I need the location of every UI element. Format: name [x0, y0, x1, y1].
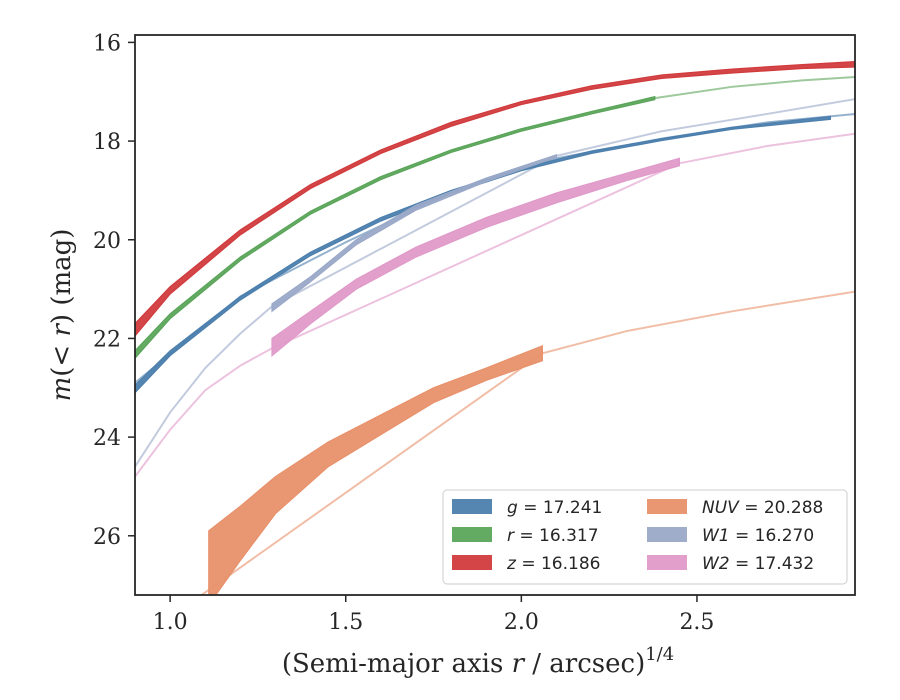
series-z-band	[135, 61, 855, 337]
series-nuv-band	[208, 344, 544, 595]
x-tick-label: 2.5	[679, 610, 714, 635]
y-tick-label: 26	[93, 525, 121, 550]
plot-frame	[134, 34, 856, 596]
legend-label-nuv: NUV = 20.288	[702, 498, 823, 518]
y-tick-label: 24	[93, 426, 121, 451]
legend-swatch-nuv	[647, 499, 687, 514]
legend-swatch-g	[452, 499, 492, 514]
y-tick-label: 16	[93, 31, 121, 56]
y-tick-label: 20	[93, 229, 121, 254]
x-axis-label: (Semi-major axis r / arcsec)1/4	[282, 644, 674, 679]
legend-label-w1: W1 = 16.270	[702, 526, 814, 546]
y-axis-ticks: 16 18 20 22 24 26	[93, 31, 135, 550]
legend-swatch-w2	[647, 555, 687, 570]
y-tick-label: 22	[93, 327, 121, 352]
x-axis-ticks: 1.0 1.5 2.0 2.5	[153, 595, 714, 635]
series-r-band	[135, 95, 656, 360]
x-tick-label: 1.5	[328, 610, 363, 635]
legend-label-r: r = 16.317	[507, 526, 599, 546]
x-axis-label-exponent: 1/4	[645, 644, 674, 665]
series-g-model-line	[135, 112, 855, 384]
y-axis-label: m(< r) (mag)	[47, 229, 77, 402]
legend-label-z: z = 16.186	[506, 554, 600, 574]
legend-label-g: g = 17.241	[507, 498, 602, 518]
series-r-model-line	[654, 75, 855, 100]
series-w2-band	[271, 157, 680, 357]
series-w2-model-line	[135, 132, 855, 478]
plot-area	[135, 61, 855, 595]
x-tick-label: 2.0	[504, 610, 539, 635]
legend: g = 17.241 r = 16.317 z = 16.186 NUV = 20.2…	[442, 489, 848, 585]
y-tick-label: 18	[93, 130, 121, 155]
legend-label-w2: W2 = 17.432	[702, 554, 814, 574]
legend-swatch-w1	[647, 527, 687, 542]
legend-swatch-z	[452, 555, 492, 570]
legend-swatch-r	[452, 527, 492, 542]
series-nuv-model-line	[199, 290, 855, 595]
x-tick-label: 1.0	[153, 610, 188, 635]
series-w1-band	[271, 154, 558, 313]
legend-box	[442, 489, 848, 585]
series-w1-model-line	[135, 98, 855, 468]
series-g-band	[135, 115, 832, 394]
